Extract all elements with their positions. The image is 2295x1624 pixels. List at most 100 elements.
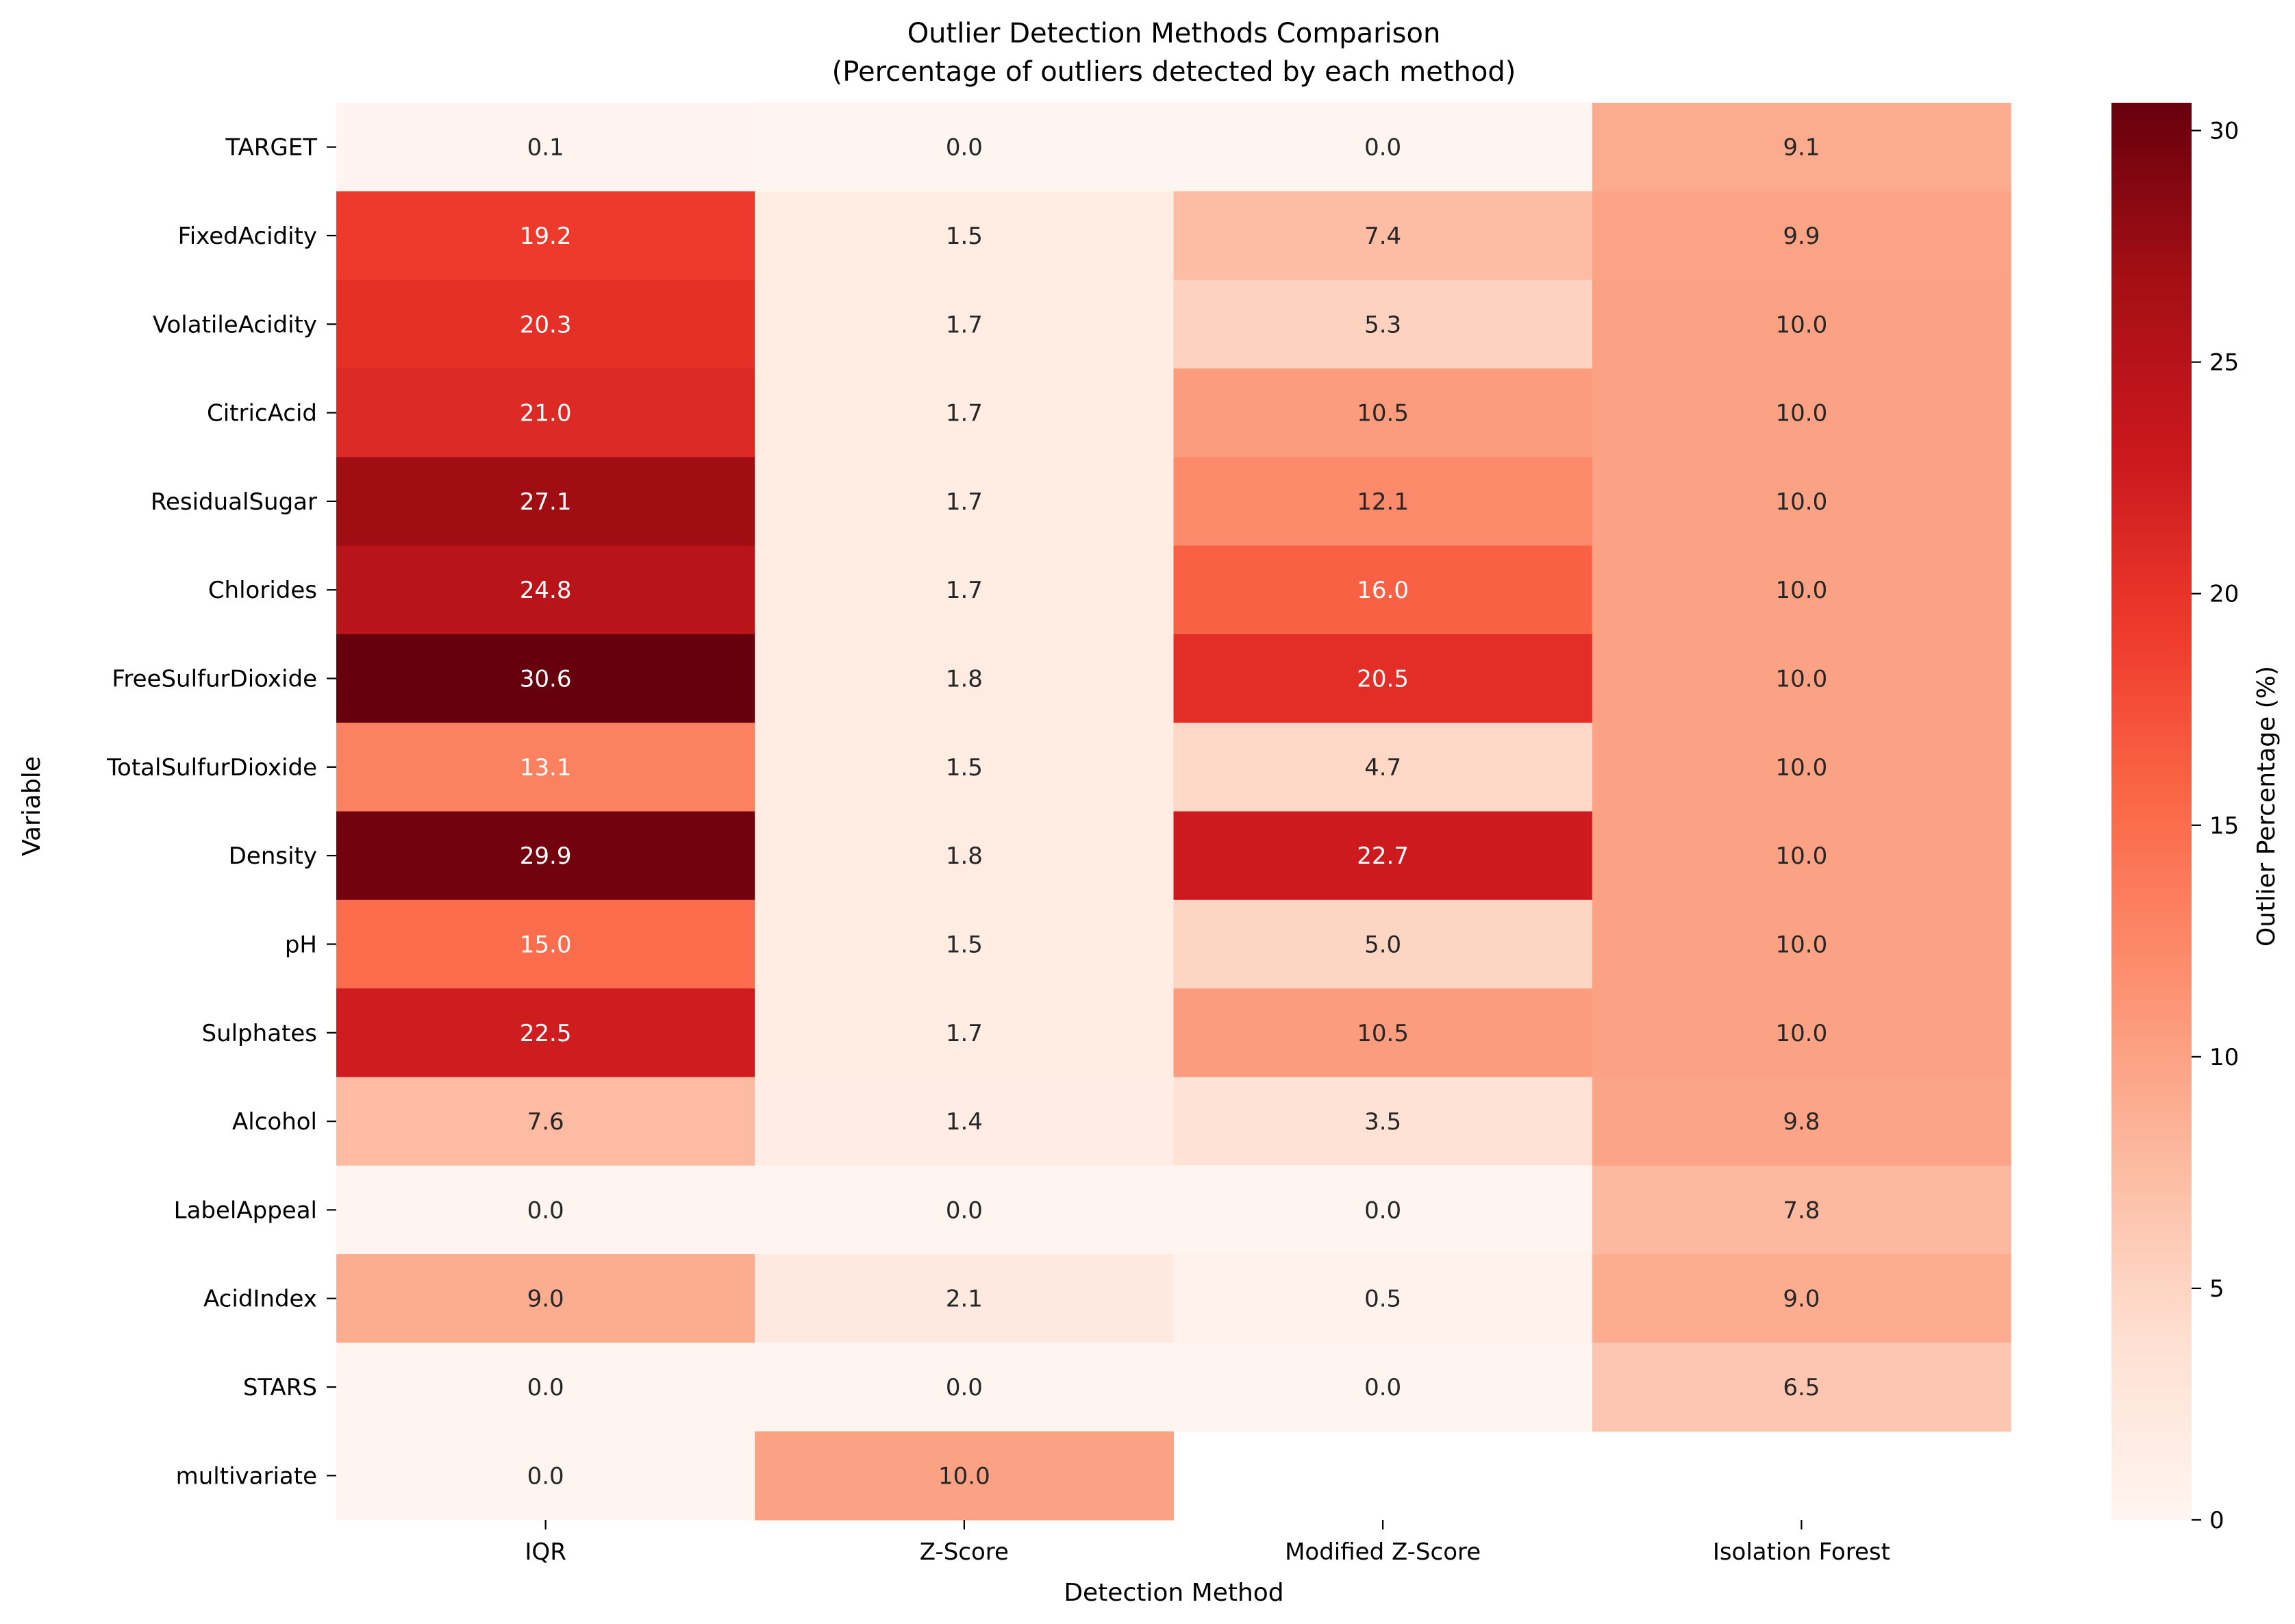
cell-value-label: 9.0: [1783, 1286, 1820, 1313]
heatmap-cell-labels: 0.1 0.0 0.0 9.1 19.2 1.5 7.4 9.9 20.3 1.7 5.3 10.0 2…: [520, 134, 1827, 1490]
heatmap-cell: [1173, 457, 1593, 547]
cell-value-label: 12.1: [1357, 488, 1409, 516]
heatmap-cell: [336, 634, 755, 723]
cell-value-label: 19.2: [520, 223, 572, 250]
colorbar-tick-label: 30: [2209, 118, 2239, 145]
chart-subtitle: (Percentage of outliers detected by each…: [832, 56, 1516, 88]
cell-value-label: 10.5: [1357, 400, 1409, 427]
y-tick-label: multivariate: [176, 1462, 317, 1490]
cell-value-label: 6.5: [1783, 1374, 1820, 1401]
cell-value-label: 1.5: [946, 754, 983, 782]
y-tick-label: Sulphates: [201, 1020, 317, 1047]
heatmap-cell: [1173, 723, 1593, 812]
cell-value-label: 22.5: [520, 1020, 572, 1047]
colorbar: 0 5 10 15 20 25 30: [2111, 103, 2239, 1534]
y-tick-label: AcidIndex: [203, 1286, 317, 1313]
heatmap-cell: [336, 723, 755, 812]
heatmap-cell: [1173, 1077, 1593, 1166]
x-axis-label: Detection Method: [1064, 1579, 1283, 1607]
cell-value-label: 29.9: [520, 842, 572, 870]
cell-value-label: 7.8: [1783, 1197, 1820, 1224]
y-tick-label: STARS: [243, 1374, 317, 1401]
cell-value-label: 22.7: [1357, 842, 1409, 870]
cell-value-label: 0.0: [1364, 1197, 1401, 1224]
cell-value-label: 10.0: [1776, 1020, 1828, 1047]
cell-value-label: 13.1: [520, 754, 572, 782]
cell-value-label: 10.0: [938, 1462, 990, 1490]
x-tick-label: Z-Score: [920, 1538, 1009, 1566]
cell-value-label: 24.8: [520, 577, 572, 604]
colorbar-gradient: [2111, 103, 2192, 1520]
colorbar-label: Outlier Percentage (%): [2253, 666, 2281, 947]
y-tick-label: pH: [285, 931, 317, 958]
cell-value-label: 15.0: [520, 931, 572, 958]
cell-value-label: 5.3: [1364, 311, 1401, 338]
heatmap-cell: [1173, 988, 1593, 1078]
cell-value-label: 21.0: [520, 400, 572, 427]
cell-value-label: 1.7: [946, 1020, 983, 1047]
cell-value-label: 1.7: [946, 577, 983, 604]
heatmap-cell: [1173, 634, 1593, 723]
cell-value-label: 5.0: [1364, 931, 1401, 958]
cell-value-label: 16.0: [1357, 577, 1409, 604]
cell-value-label: 10.0: [1776, 488, 1828, 516]
heatmap-cell: [1173, 103, 1593, 192]
cell-value-label: 0.0: [1364, 1374, 1401, 1401]
heatmap-cell: [1592, 899, 2011, 989]
cell-value-label: 30.6: [520, 666, 572, 693]
cell-value-label: 3.5: [1364, 1108, 1401, 1136]
cell-value-label: 0.0: [1364, 134, 1401, 162]
cell-value-label: 9.8: [1783, 1108, 1820, 1136]
heatmap-cell: [755, 723, 1175, 812]
heatmap-cell: [1592, 368, 2011, 458]
x-axis: IQR Z-Score Modified Z-Score Isolation Fore…: [525, 1520, 1890, 1566]
heatmap-cell: [755, 1165, 1175, 1255]
heatmap-cell: [336, 1165, 755, 1255]
heatmap-cells: [336, 103, 2011, 1521]
cell-value-label: 0.1: [527, 134, 564, 162]
heatmap-cell: [1173, 1254, 1593, 1343]
y-axis-label: Variable: [18, 756, 46, 856]
cell-value-label: 27.1: [520, 488, 572, 516]
heatmap-cell: [336, 279, 755, 369]
cell-value-label: 10.5: [1357, 1020, 1409, 1047]
y-tick-label: ResidualSugar: [151, 488, 317, 516]
heatmap-cell: [755, 368, 1175, 458]
colorbar-tick-label: 15: [2209, 812, 2239, 840]
cell-value-label: 10.0: [1776, 400, 1828, 427]
heatmap-cell: [336, 103, 755, 192]
cell-value-label: 10.0: [1776, 577, 1828, 604]
y-tick-label: TARGET: [225, 134, 317, 162]
cell-value-label: 4.7: [1364, 754, 1401, 782]
heatmap-cell: [1592, 811, 2011, 901]
heatmap-cell: [1173, 1342, 1593, 1432]
colorbar-tick-label: 5: [2209, 1275, 2224, 1303]
cell-value-label: 1.5: [946, 223, 983, 250]
heatmap-cell: [1592, 988, 2011, 1078]
heatmap-cell: [1592, 634, 2011, 723]
cell-value-label: 1.8: [946, 666, 983, 693]
cell-value-label: 20.3: [520, 311, 572, 338]
heatmap-cell: [1173, 191, 1593, 281]
cell-value-label: 1.7: [946, 488, 983, 516]
chart-title: Outlier Detection Methods Comparison: [907, 18, 1441, 49]
colorbar-tick-label: 25: [2209, 349, 2239, 377]
y-tick-label: Alcohol: [232, 1108, 317, 1136]
heatmap-cell: [755, 1077, 1175, 1166]
heatmap-cell: [1173, 899, 1593, 989]
cell-value-label: 0.0: [527, 1197, 564, 1224]
heatmap-cell: [1173, 811, 1593, 901]
heatmap-cell: [755, 1342, 1175, 1432]
heatmap-cell: [1592, 279, 2011, 369]
cell-value-label: 1.7: [946, 311, 983, 338]
cell-value-label: 9.0: [527, 1286, 564, 1313]
heatmap-cell: [336, 988, 755, 1078]
heatmap-cell: [755, 103, 1175, 192]
heatmap-cell: [755, 634, 1175, 723]
y-tick-label: CitricAcid: [207, 400, 317, 427]
heatmap-cell: [755, 811, 1175, 901]
heatmap-cell: [1592, 191, 2011, 281]
heatmap-cell: [1173, 279, 1593, 369]
heatmap-cell: [336, 191, 755, 281]
